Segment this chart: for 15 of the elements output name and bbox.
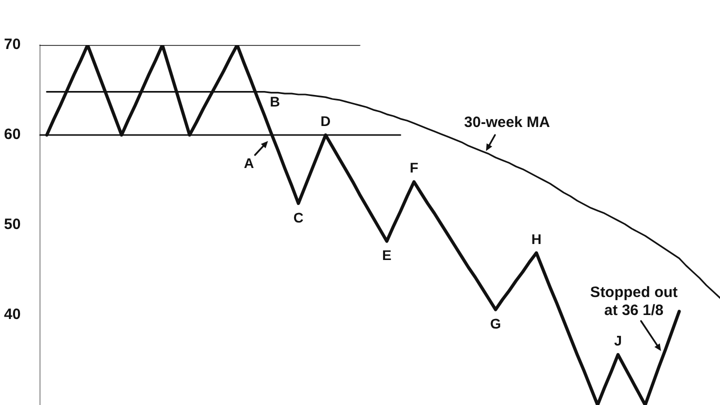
y-tick-label: 50 (4, 216, 21, 234)
annotation: H (531, 230, 542, 247)
annotation: C (293, 209, 304, 226)
series-label: 30-week MA (464, 114, 550, 131)
annotation: Stopped out at 36 1/8 (590, 284, 678, 320)
annotation: B (270, 94, 280, 110)
y-tick-label: 40 (4, 306, 21, 324)
annotation: D (320, 112, 331, 129)
y-tick-label: 70 (4, 36, 21, 54)
annotation: F (410, 160, 419, 176)
annotation: G (490, 315, 502, 332)
annotation: J (614, 332, 622, 348)
y-tick-label: 60 (4, 126, 21, 144)
annotation: A (244, 154, 254, 171)
annotation: E (382, 247, 392, 264)
